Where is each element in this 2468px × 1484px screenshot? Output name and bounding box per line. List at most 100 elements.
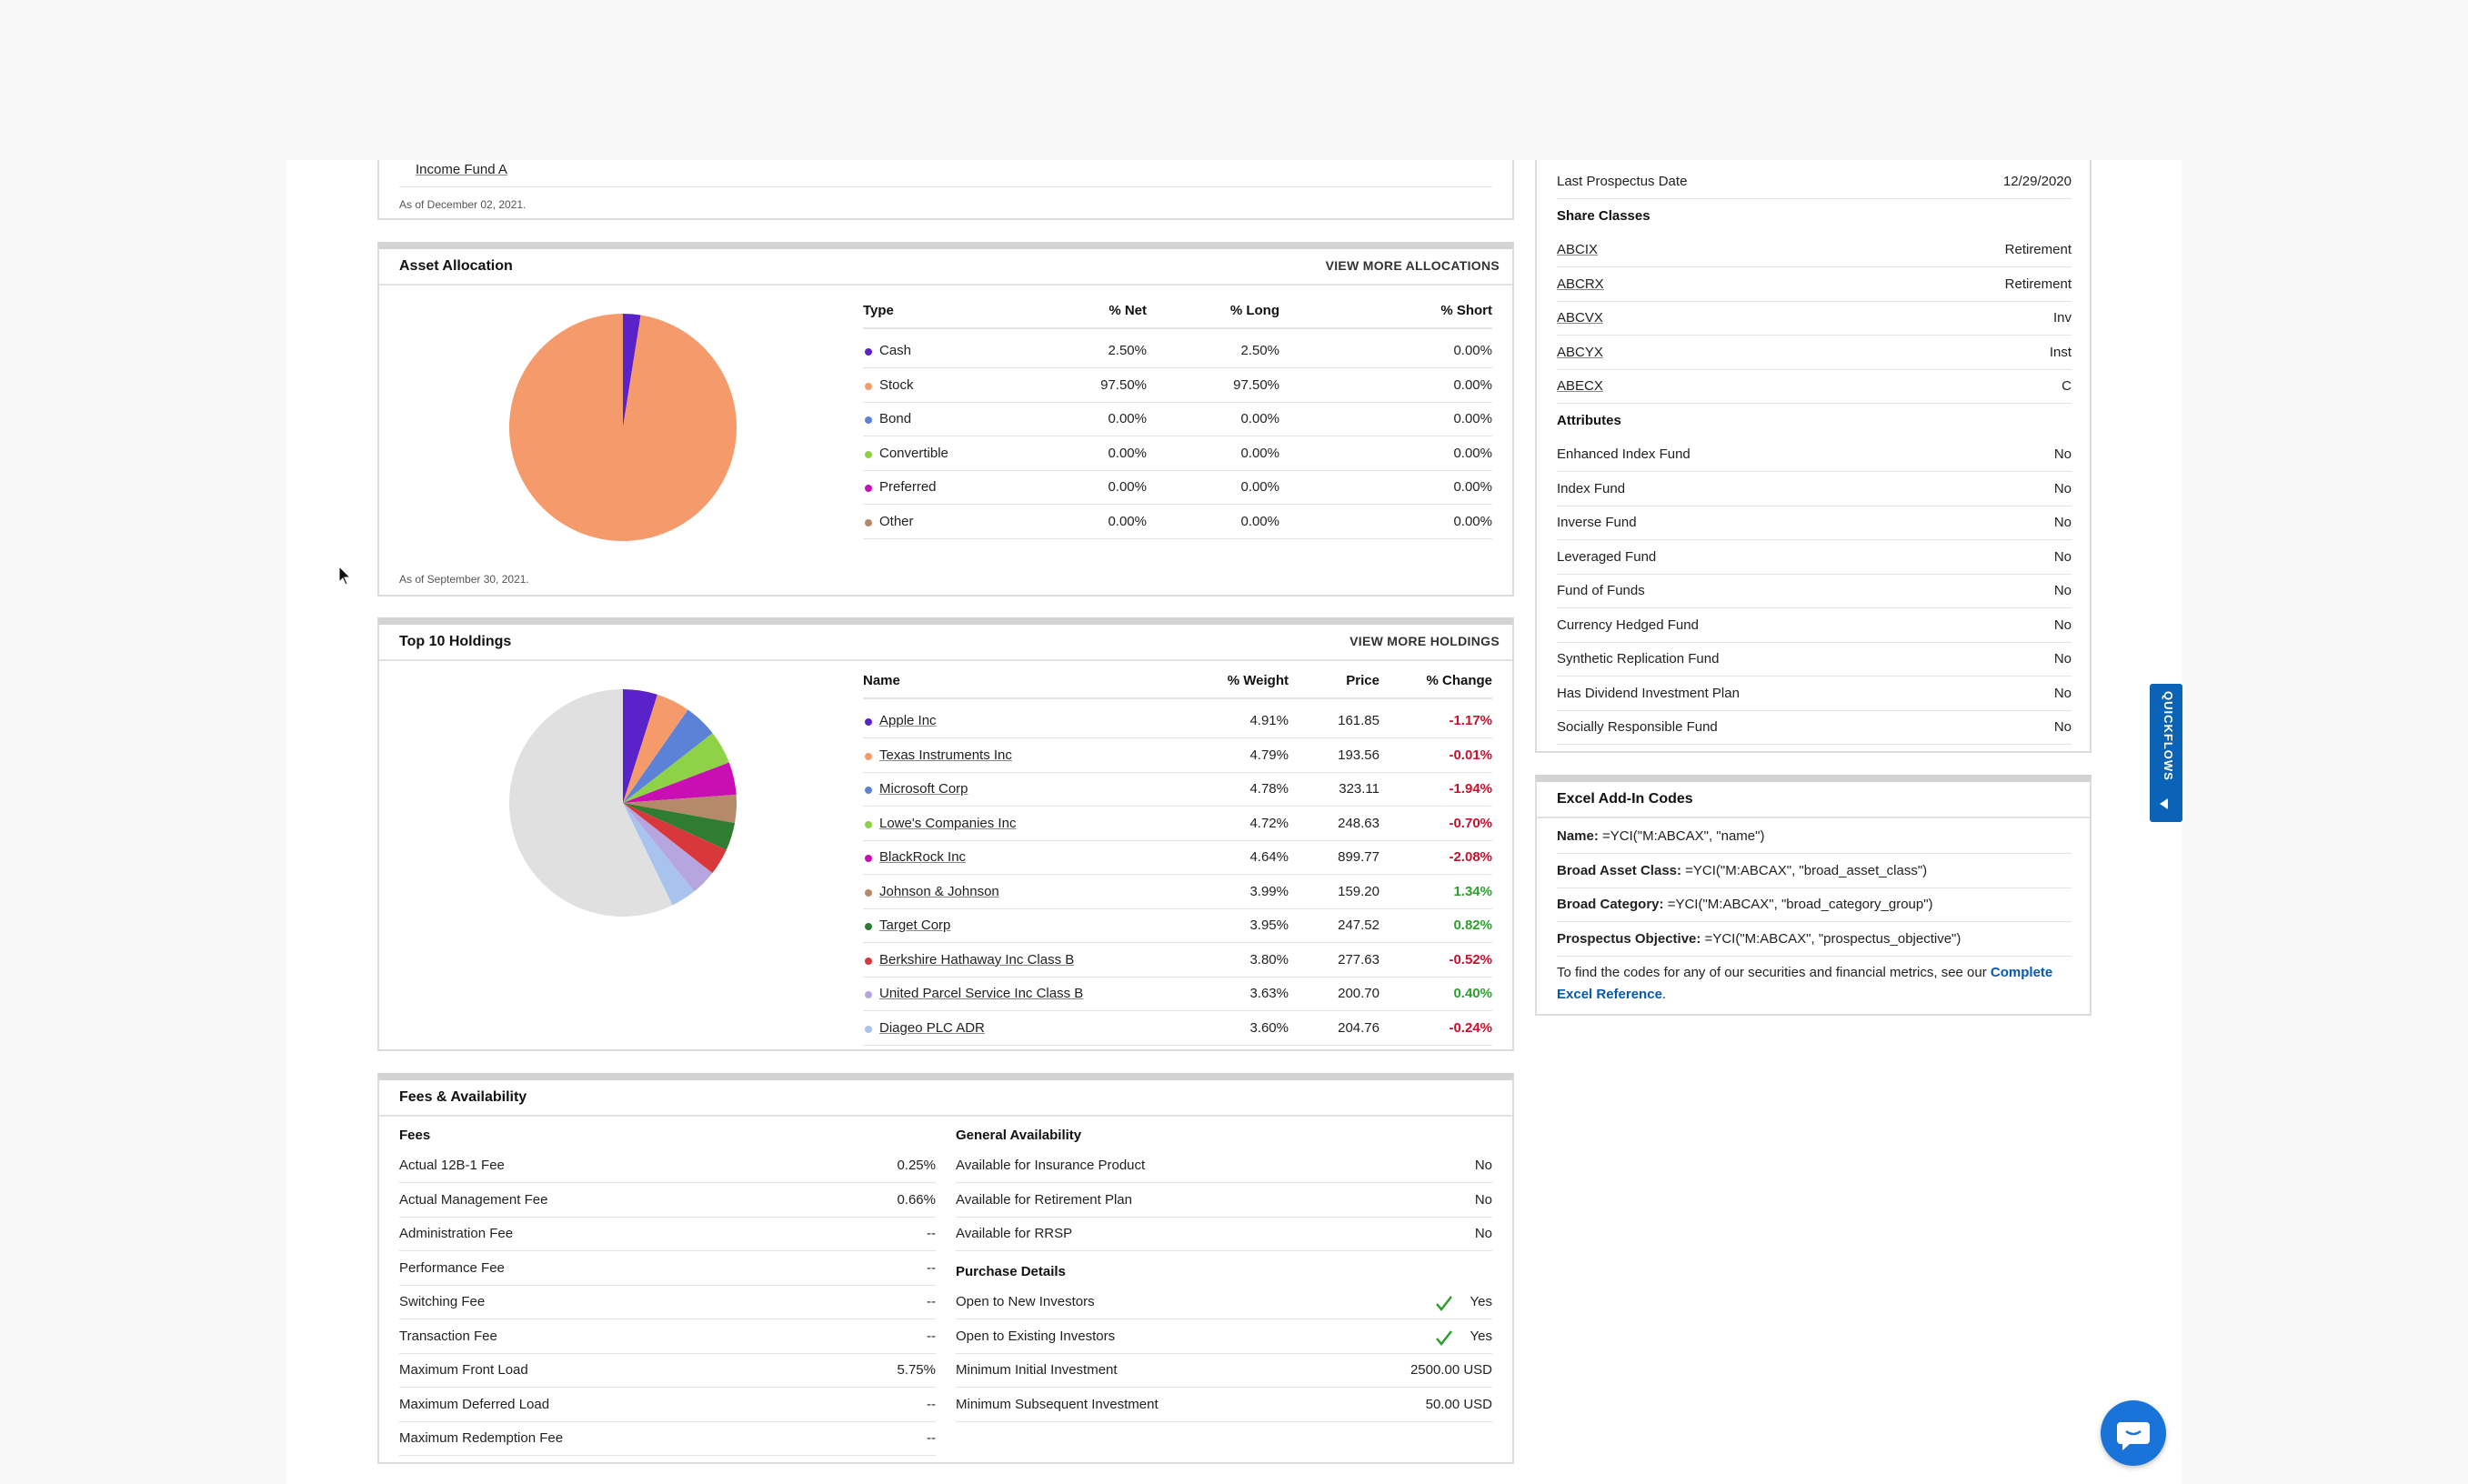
fee-row-label: Switching Fee bbox=[399, 1294, 486, 1309]
fee-row: Administration Fee -- bbox=[399, 1218, 936, 1251]
fee-row: Maximum Front Load 5.75% bbox=[399, 1354, 936, 1388]
share-class-row-label: ABCVX bbox=[1557, 310, 1603, 326]
arrow-left-icon bbox=[2160, 798, 2168, 809]
asset-allocation-header: Asset Allocation VIEW MORE ALLOCATIONS bbox=[379, 249, 1512, 286]
availability-row-value: No bbox=[1474, 1158, 1492, 1173]
purchase-row-label: Minimum Subsequent Investment bbox=[956, 1396, 1159, 1412]
purchase-heading: Purchase Details bbox=[956, 1264, 1066, 1279]
holding-price: 277.63 bbox=[1338, 951, 1379, 968]
holding-slice-5 bbox=[623, 794, 737, 824]
income-fund-as-of: As of December 02, 2021. bbox=[399, 198, 527, 211]
excel-code: Broad Category: =YCI("M:ABCAX", "broad_c… bbox=[1557, 897, 1933, 912]
holding-name-link[interactable]: Berkshire Hathaway Inc Class B bbox=[879, 951, 1075, 968]
holding-row: Target Corp 3.95% 247.52 0.82% bbox=[863, 909, 1492, 943]
holding-row: Johnson & Johnson 3.99% 159.20 1.34% bbox=[863, 876, 1492, 909]
fee-row-label: Administration Fee bbox=[399, 1226, 514, 1241]
complete-excel-reference-link[interactable]: Complete bbox=[1990, 965, 2053, 980]
allocation-type: Other bbox=[879, 513, 914, 529]
holding-name-link[interactable]: BlackRock Inc bbox=[879, 849, 967, 865]
holding-price: 247.52 bbox=[1338, 917, 1379, 933]
attribute-row-value: No bbox=[2053, 480, 2072, 496]
holding-price: 200.70 bbox=[1338, 986, 1379, 1001]
last-prospectus-row-value: 12/29/2020 bbox=[2002, 174, 2072, 189]
holding-weight: 4.91% bbox=[1249, 713, 1289, 728]
holding-slice-3 bbox=[623, 733, 729, 803]
allocation-short: 0.00% bbox=[1453, 513, 1492, 529]
legend-dot bbox=[865, 991, 872, 998]
allocation-row: Bond 0.00% 0.00% 0.00% bbox=[863, 403, 1492, 436]
allocation-net: 0.00% bbox=[1108, 411, 1147, 426]
share-class-row-value: Inst bbox=[2049, 344, 2072, 360]
excel-code-label: Broad Category: bbox=[1557, 897, 1664, 912]
holding-weight: 4.78% bbox=[1249, 781, 1289, 797]
holding-name-link[interactable]: Apple Inc bbox=[879, 713, 937, 728]
holding-change: 1.34% bbox=[1453, 883, 1492, 899]
excel-code-row: Name: =YCI("M:ABCAX", "name") bbox=[1557, 820, 2072, 854]
excel-reference-link[interactable]: Excel Reference bbox=[1557, 987, 1662, 1002]
income-fund-panel: Income Fund A As of December 02, 2021. bbox=[377, 160, 1514, 220]
legend-dot bbox=[865, 820, 872, 828]
share-class-row: ABCIX Retirement bbox=[1557, 234, 2072, 267]
excel-code-label: Broad Asset Class: bbox=[1557, 862, 1681, 878]
attribute-row-value: No bbox=[2053, 617, 2072, 633]
holding-name-link[interactable]: Texas Instruments Inc bbox=[879, 747, 1012, 763]
attribute-row-value: No bbox=[2053, 719, 2072, 735]
fee-row-label: Maximum Front Load bbox=[399, 1362, 528, 1378]
attribute-row: Inverse Fund No bbox=[1557, 506, 2072, 540]
holding-name-link[interactable]: Lowe's Companies Inc bbox=[879, 815, 1017, 831]
view-more-allocations-link[interactable]: VIEW MORE ALLOCATIONS bbox=[1325, 258, 1500, 273]
availability-row-label: Available for Insurance Product bbox=[956, 1158, 1146, 1173]
holding-name-link[interactable]: United Parcel Service Inc Class B bbox=[879, 986, 1084, 1001]
legend-dot bbox=[865, 348, 872, 356]
purchase-row: Open to New Investors Yes bbox=[956, 1286, 1492, 1319]
attribute-row-value: No bbox=[2053, 515, 2072, 530]
allocation-short: 0.00% bbox=[1453, 445, 1492, 461]
view-more-holdings-link[interactable]: VIEW MORE HOLDINGS bbox=[1349, 634, 1500, 648]
fee-row: Performance Fee -- bbox=[399, 1252, 936, 1286]
share-class-row: ABCYX Inst bbox=[1557, 336, 2072, 370]
chat-button[interactable] bbox=[2101, 1400, 2166, 1466]
excel-code: Broad Asset Class: =YCI("M:ABCAX", "broa… bbox=[1557, 863, 1927, 878]
share-class-row: ABCVX Inv bbox=[1557, 302, 2072, 336]
allocation-short: 0.00% bbox=[1453, 411, 1492, 426]
top-holdings-pie bbox=[509, 689, 737, 917]
holding-row: Diageo PLC ADR 3.60% 204.76 -0.24% bbox=[863, 1012, 1492, 1046]
holding-weight: 4.64% bbox=[1249, 849, 1289, 865]
share-class-row-label: ABECX bbox=[1557, 378, 1603, 394]
legend-dot bbox=[865, 855, 872, 862]
fees-header: Fees & Availability bbox=[379, 1080, 1512, 1117]
legend-dot bbox=[865, 923, 872, 930]
excel-footer: To find the codes for any of our securit… bbox=[1557, 962, 2072, 1006]
allocation-col-long: % Long bbox=[1229, 303, 1279, 318]
holding-name-link[interactable]: Target Corp bbox=[879, 917, 951, 933]
attribute-row-label: Inverse Fund bbox=[1557, 515, 1637, 530]
holding-name-link[interactable]: Johnson & Johnson bbox=[879, 883, 999, 899]
allocation-row: Convertible 0.00% 0.00% 0.00% bbox=[863, 437, 1492, 471]
attribute-row: Synthetic Replication Fund No bbox=[1557, 643, 2072, 677]
holding-row: Berkshire Hathaway Inc Class B 3.80% 277.6… bbox=[863, 944, 1492, 978]
attribute-row-label: Leveraged Fund bbox=[1557, 548, 1657, 565]
allocation-net: 0.00% bbox=[1108, 479, 1147, 495]
legend-dot bbox=[865, 485, 872, 492]
availability-row-value: No bbox=[1474, 1226, 1492, 1241]
holding-name-link[interactable]: Microsoft Corp bbox=[879, 781, 968, 797]
fee-row-label: Actual Management Fee bbox=[399, 1191, 548, 1208]
check-icon bbox=[1436, 1329, 1452, 1346]
allocation-type: Bond bbox=[879, 411, 912, 426]
holding-weight: 4.79% bbox=[1249, 747, 1289, 763]
allocation-long: 0.00% bbox=[1240, 513, 1279, 529]
attribute-row: Leveraged Fund No bbox=[1557, 541, 2072, 575]
quickflows-tab[interactable]: QUICKFLOWS bbox=[2150, 684, 2182, 822]
holdings-col-weight: % Weight bbox=[1227, 673, 1289, 688]
purchase-row-label: Open to New Investors bbox=[956, 1294, 1095, 1309]
allocation-slice-0 bbox=[623, 314, 641, 427]
holding-change: 0.40% bbox=[1453, 986, 1492, 1001]
holdings-col-price: Price bbox=[1346, 673, 1379, 688]
holding-row: Lowe's Companies Inc 4.72% 248.63 -0.70% bbox=[863, 807, 1492, 841]
allocation-row: Cash 2.50% 2.50% 0.00% bbox=[863, 335, 1492, 368]
income-fund-link[interactable]: Income Fund A bbox=[416, 162, 507, 177]
availability-row: Available for RRSP No bbox=[956, 1218, 1492, 1251]
holding-name-link[interactable]: Diageo PLC ADR bbox=[879, 1019, 985, 1036]
legend-dot bbox=[865, 752, 872, 760]
share-class-row-value: Inv bbox=[2052, 310, 2072, 326]
